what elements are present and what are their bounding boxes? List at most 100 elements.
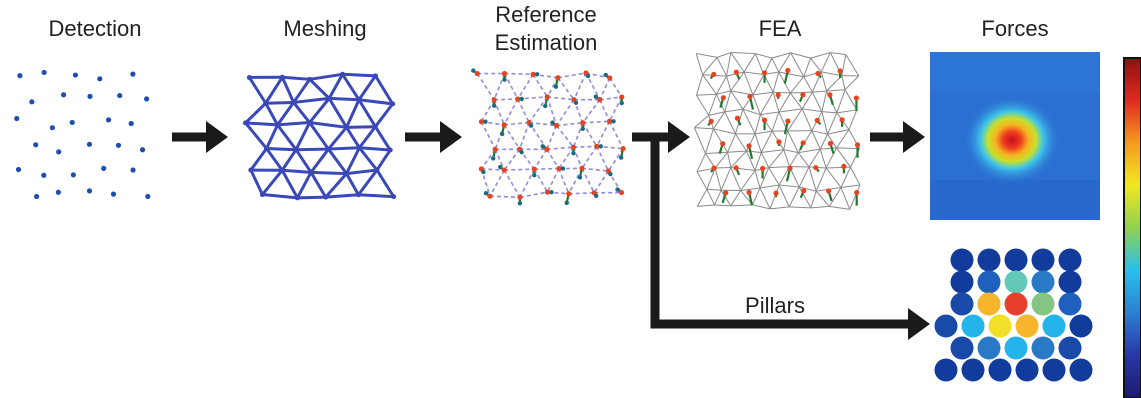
mesh-edge [327, 72, 345, 100]
fea-edge [724, 90, 732, 112]
fea-edge [715, 167, 731, 169]
fea-edge [801, 91, 813, 110]
detected-point [41, 172, 47, 178]
fea-edge [755, 53, 772, 59]
fea-edge [702, 74, 717, 95]
displaced-point [474, 70, 480, 77]
mesh-edge [260, 193, 299, 200]
fea-edge [752, 91, 774, 96]
fea-edge [815, 190, 830, 207]
detected-point [60, 92, 67, 98]
pillar [977, 336, 1001, 360]
fea-edge [778, 184, 790, 208]
mesh-edge [265, 123, 280, 150]
fea-edge [771, 57, 780, 73]
detected-point [55, 189, 61, 195]
displaced-point [556, 165, 562, 172]
fea-edge [716, 90, 731, 95]
reference-edge [555, 99, 575, 127]
pillar [1069, 314, 1093, 338]
displaced-point [618, 189, 625, 196]
detected-point [87, 93, 93, 99]
displaced-point [544, 146, 550, 152]
mesh-edge [356, 193, 396, 199]
reference-point [615, 187, 620, 192]
mesh-node [356, 145, 362, 151]
fea-edge [744, 71, 764, 76]
fea-edge [778, 52, 792, 73]
mesh-node [246, 74, 252, 80]
fea-edge [754, 133, 762, 153]
reference-point [543, 103, 548, 109]
mesh-node [279, 74, 285, 80]
mesh-edge [260, 168, 284, 197]
detected-point [139, 147, 146, 153]
fea-edge [727, 150, 747, 153]
fea-edge [821, 71, 842, 77]
mesh-edge [308, 121, 348, 129]
reference-edge [546, 125, 558, 150]
fea-edge [820, 147, 837, 150]
displaced-point [544, 189, 551, 195]
fea-edge [730, 204, 753, 207]
mesh-node [391, 194, 397, 200]
fea-edge [694, 127, 714, 130]
displaced-point [515, 96, 521, 102]
label-reference: Reference [495, 2, 597, 27]
fea-point [711, 165, 717, 171]
fea-edge [730, 90, 744, 110]
fea-mesh [693, 52, 861, 210]
displaced-point [492, 146, 498, 153]
fea-edge [714, 151, 729, 169]
fea-edge [724, 108, 744, 113]
fea-edge [746, 150, 756, 171]
reference-edge [572, 122, 584, 148]
reference-point [580, 126, 585, 131]
fea-edge [754, 152, 762, 171]
fea-edge [713, 128, 729, 153]
fea-edge [708, 111, 725, 116]
fea-edge [759, 114, 773, 132]
detected-point [117, 92, 123, 99]
arrow-head [903, 121, 925, 153]
reference-edge [568, 167, 583, 195]
mesh-edge [373, 125, 392, 152]
mesh-node [264, 145, 270, 151]
mesh-edge [294, 121, 312, 152]
fea-edge [743, 71, 754, 96]
pillar [1004, 292, 1028, 316]
detected-point [33, 193, 40, 200]
reference-edge [504, 121, 530, 126]
mesh-node [263, 100, 269, 106]
fea-edge [840, 166, 852, 188]
fea-edge [811, 91, 823, 112]
reference-edge [596, 120, 611, 147]
reference-edge [504, 72, 534, 76]
mesh-edge [280, 168, 299, 200]
fea-edge [730, 52, 756, 55]
fea-edge [848, 109, 858, 130]
fea-edge [754, 53, 765, 75]
pillar [1042, 314, 1066, 338]
fea-point [854, 142, 861, 148]
mesh-edge [345, 146, 361, 176]
fea-edge [706, 188, 722, 191]
reference-edge [582, 99, 601, 124]
fea-edge [746, 150, 762, 153]
reference-edge [557, 77, 575, 101]
mesh-edge [292, 77, 312, 104]
mesh-edge [326, 147, 349, 176]
fea-edge [840, 187, 851, 210]
mesh-edge [357, 98, 377, 129]
fea-edge [752, 94, 761, 115]
mesh-node [279, 167, 285, 173]
displaced-point [531, 166, 537, 172]
detected-point [72, 72, 79, 78]
fea-edge [754, 114, 761, 134]
mesh-node [308, 169, 314, 175]
mesh-node [343, 124, 349, 130]
fea-edge [826, 75, 843, 92]
fea-edge [841, 75, 846, 90]
fea-edge [778, 92, 791, 113]
reference-estimation-plot [471, 68, 626, 206]
